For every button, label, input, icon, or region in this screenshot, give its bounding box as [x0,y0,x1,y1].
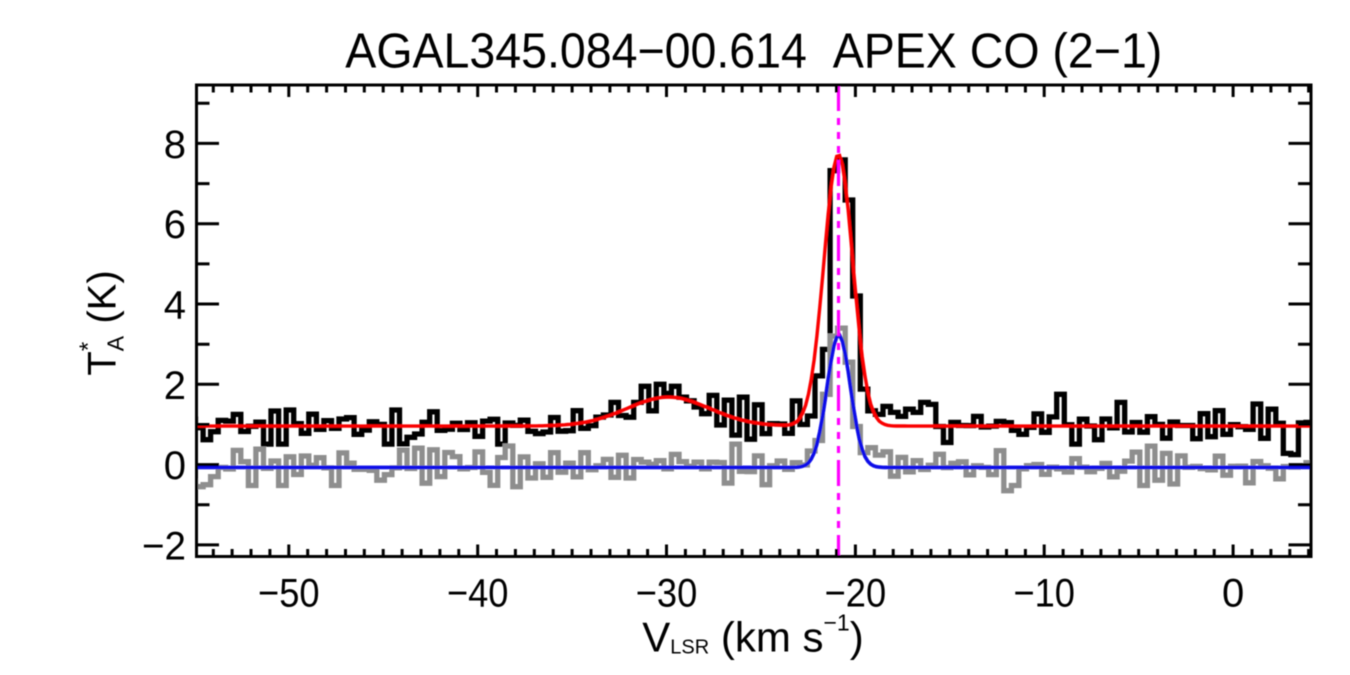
svg-text:8: 8 [164,123,186,167]
svg-text:2: 2 [164,364,186,408]
svg-text:0: 0 [1222,572,1244,616]
svg-text:6: 6 [164,203,186,247]
svg-text:AGAL345.084−00.614 APEX CO (2: AGAL345.084−00.614 APEX CO (2−1) [345,24,1162,78]
svg-text:−10: −10 [1013,572,1075,616]
svg-text:−2: −2 [142,524,186,568]
svg-text:4: 4 [164,284,186,328]
svg-text:−40: −40 [447,572,509,616]
svg-text:TA* (K): TA* (K) [75,270,129,375]
svg-text:−20: −20 [825,572,887,616]
svg-text:−30: −30 [636,572,698,616]
svg-text:−50: −50 [258,572,320,616]
svg-text:0: 0 [164,444,186,488]
